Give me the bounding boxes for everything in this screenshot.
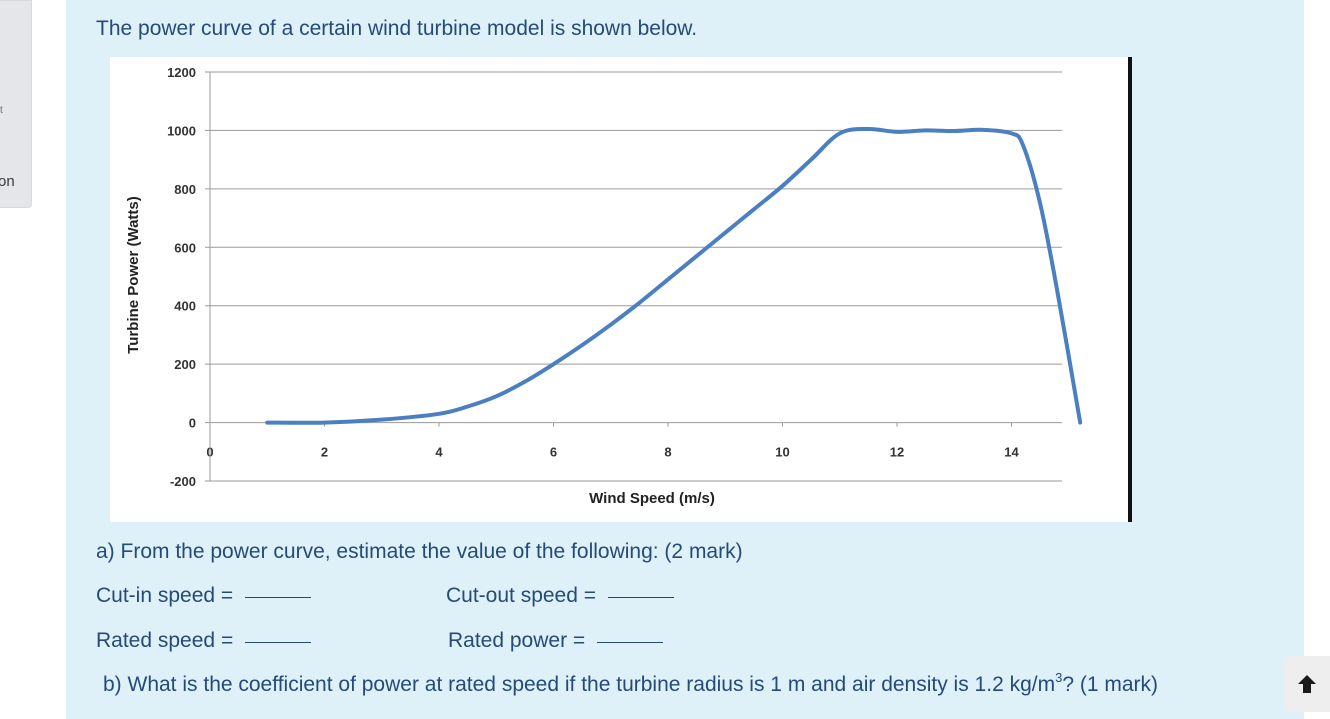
x-tick-label: 10 [775, 445, 789, 460]
y-tick-label: 200 [174, 357, 196, 372]
part-a-text: a) From the power curve, estimate the va… [96, 540, 743, 563]
x-tick-label: 2 [321, 445, 328, 460]
nav-tick: t [0, 105, 3, 116]
y-tick-label: 800 [174, 182, 196, 197]
cut-out-equals: = [583, 584, 597, 607]
cut-in-row: Cut-in speed = [96, 584, 312, 608]
y-tick-label: 600 [174, 240, 196, 255]
chart-svg: 120010008006004002000-20002468101214Wind… [125, 65, 1083, 507]
y-tick-label: 0 [189, 416, 196, 431]
cut-in-label: Cut-in speed [96, 584, 216, 607]
x-tick-label: 4 [435, 445, 443, 460]
rated-speed-row: Rated speed = [96, 629, 312, 653]
y-tick-label: 400 [174, 299, 196, 314]
chart-border [1128, 57, 1132, 522]
y-tick-label: -200 [170, 474, 196, 489]
y-axis-title: Turbine Power (Watts) [125, 196, 142, 354]
rated-power-equals: = [572, 629, 586, 652]
rated-speed-equals: = [220, 629, 234, 652]
cut-in-blank [245, 596, 312, 598]
part-b-prefix: b) What is the coefficient of power at r… [103, 673, 1056, 696]
cut-in-equals: = [220, 584, 234, 607]
x-tick-label: 6 [550, 445, 557, 460]
rated-power-row: Rated power = [448, 629, 664, 653]
left-nav-collapsed[interactable]: t on [0, 0, 32, 208]
y-tick-label: 1000 [167, 123, 196, 138]
part-b-text: b) What is the coefficient of power at r… [103, 670, 1159, 697]
rated-speed-label: Rated speed [96, 629, 216, 652]
rated-power-blank [597, 641, 664, 643]
part-b-superscript: 3 [1055, 670, 1063, 685]
power-curve-line [265, 126, 1083, 425]
cut-out-row: Cut-out speed = [446, 584, 674, 608]
cut-out-blank [607, 596, 674, 598]
rated-power-label: Rated power [448, 629, 568, 652]
part-b-suffix: ? (1 mark) [1062, 673, 1159, 696]
question-intro: The power curve of a certain wind turbin… [96, 17, 698, 40]
scroll-to-top-button[interactable] [1284, 656, 1330, 712]
x-tick-label: 14 [1004, 445, 1019, 460]
x-tick-label: 8 [664, 445, 671, 460]
nav-label-fragment: on [0, 173, 15, 190]
x-axis-title: Wind Speed (m/s) [589, 490, 715, 507]
arrow-up-icon [1298, 675, 1316, 693]
x-tick-label: 12 [890, 445, 904, 460]
y-tick-label: 1200 [167, 65, 196, 80]
cut-out-label: Cut-out speed [446, 584, 578, 607]
power-curve-chart: 120010008006004002000-20002468101214Wind… [110, 57, 1132, 522]
rated-speed-blank [245, 641, 312, 643]
